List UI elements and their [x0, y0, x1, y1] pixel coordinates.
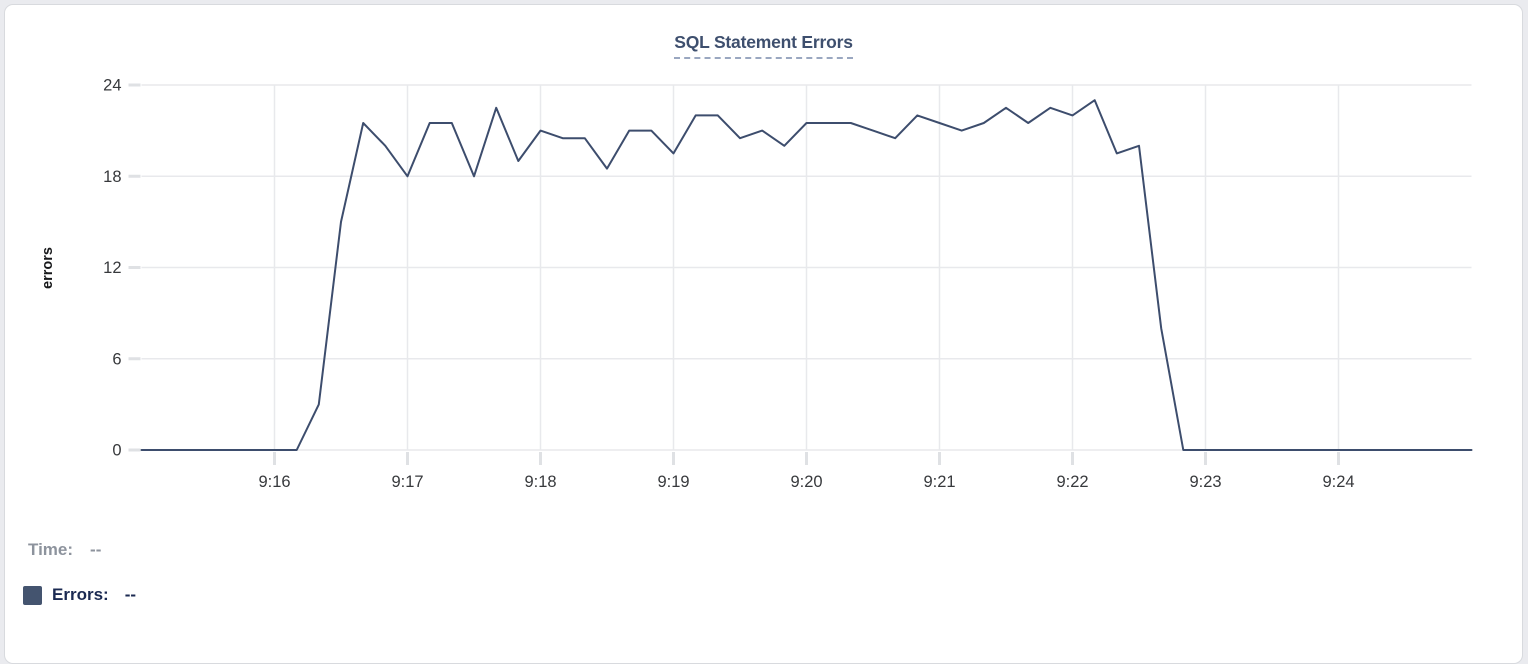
- legend-errors-row: Errors: --: [23, 584, 136, 606]
- x-tick-label: 9:21: [923, 473, 955, 491]
- line-chart-canvas[interactable]: 0 6 12 18 24 9:16 9:17 9:18 9:19 9:20 9:21 9:22 9:23…: [4, 4, 1523, 510]
- x-tick-label: 9:22: [1056, 473, 1088, 491]
- errors-series-swatch: [23, 585, 42, 605]
- x-tick-label: 9:19: [657, 473, 689, 491]
- x-tick-label: 9:20: [790, 473, 822, 491]
- y-axis-title: errors: [40, 247, 56, 289]
- y-tick-label: 6: [112, 350, 121, 368]
- x-tick-label: 9:17: [391, 473, 423, 491]
- y-tick-label: 0: [112, 442, 121, 460]
- x-tick-label: 9:16: [258, 473, 290, 491]
- y-tick-label: 12: [103, 259, 121, 277]
- x-tick-label: 9:23: [1189, 473, 1221, 491]
- tooltip-errors-label: Errors:: [52, 585, 109, 604]
- chart-title-wrap: SQL Statement Errors: [5, 32, 1522, 59]
- chart-title[interactable]: SQL Statement Errors: [674, 32, 853, 59]
- series-line-errors: [140, 99, 1473, 451]
- x-tick-label: 9:24: [1322, 473, 1354, 491]
- tooltip-time-label: Time:: [28, 540, 74, 559]
- tooltip-time-value: --: [90, 540, 102, 559]
- y-tick-label: 24: [103, 77, 121, 95]
- y-tick-label: 18: [103, 168, 121, 186]
- tooltip-errors-value: --: [124, 585, 137, 604]
- chart-tooltip-legend: Time: -- Errors: --: [23, 539, 136, 606]
- x-tick-label: 9:18: [524, 473, 556, 491]
- chart-card: SQL Statement Errors errors 0 6 12 18 24 9:16…: [4, 4, 1523, 664]
- tooltip-time-row: Time: --: [28, 539, 136, 561]
